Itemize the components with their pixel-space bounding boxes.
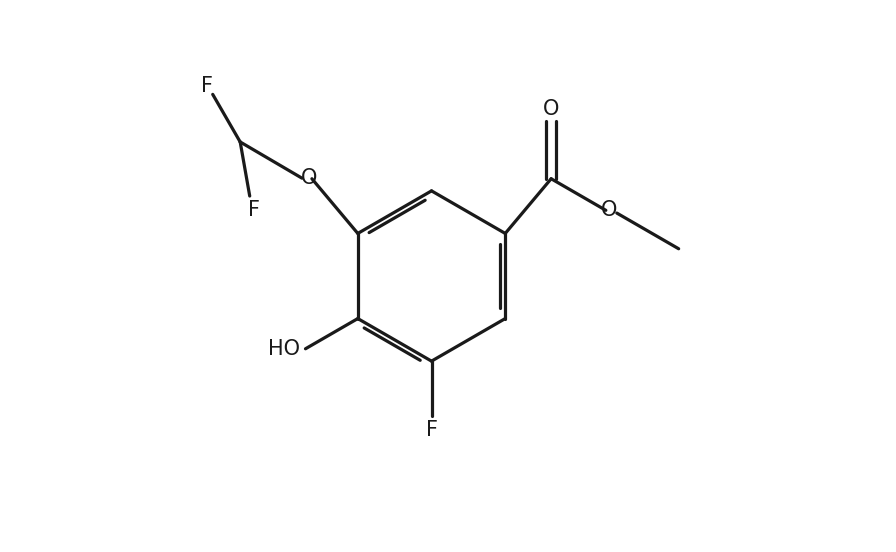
Text: HO: HO bbox=[268, 339, 300, 359]
Text: O: O bbox=[543, 99, 559, 119]
Text: O: O bbox=[301, 168, 317, 188]
Text: F: F bbox=[248, 200, 260, 220]
Text: F: F bbox=[426, 420, 437, 440]
Text: F: F bbox=[202, 76, 213, 96]
Text: O: O bbox=[600, 200, 616, 220]
